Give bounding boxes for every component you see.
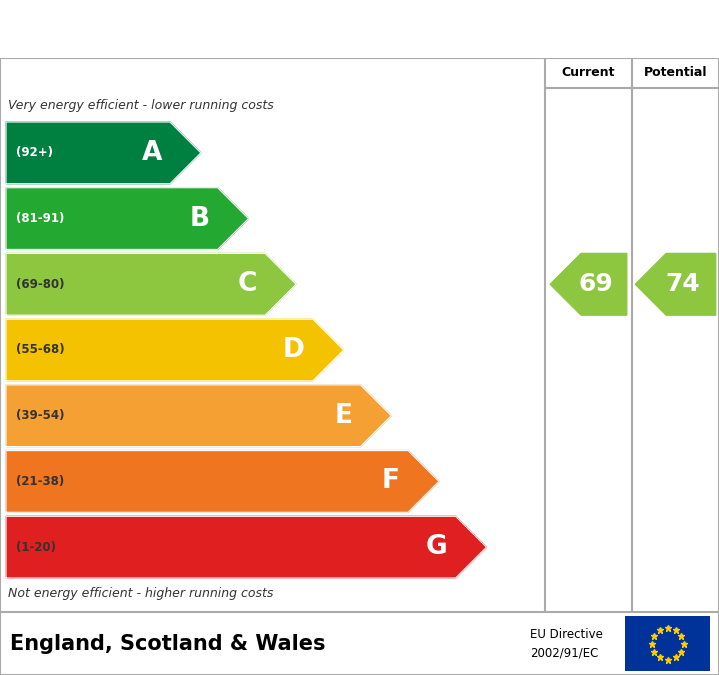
Text: (21-38): (21-38) xyxy=(16,475,64,488)
Text: F: F xyxy=(382,468,400,494)
Text: Very energy efficient - lower running costs: Very energy efficient - lower running co… xyxy=(8,99,274,113)
Text: EU Directive: EU Directive xyxy=(530,628,603,641)
Polygon shape xyxy=(6,385,391,447)
Text: England, Scotland & Wales: England, Scotland & Wales xyxy=(10,634,326,654)
Text: G: G xyxy=(426,534,448,560)
Polygon shape xyxy=(636,253,715,315)
Text: Not energy efficient - higher running costs: Not energy efficient - higher running co… xyxy=(8,587,273,601)
Polygon shape xyxy=(6,253,296,315)
Text: (1-20): (1-20) xyxy=(16,541,56,554)
Text: (69-80): (69-80) xyxy=(16,278,65,291)
Polygon shape xyxy=(6,516,487,578)
Polygon shape xyxy=(6,188,249,250)
Polygon shape xyxy=(6,451,439,512)
Bar xyxy=(625,616,710,671)
Text: B: B xyxy=(190,206,210,232)
Polygon shape xyxy=(550,253,627,315)
Text: Potential: Potential xyxy=(644,67,707,80)
Text: (81-91): (81-91) xyxy=(16,212,65,225)
Polygon shape xyxy=(6,319,344,381)
Text: Current: Current xyxy=(562,67,615,80)
Text: A: A xyxy=(142,140,162,166)
Text: (92+): (92+) xyxy=(16,146,53,159)
Text: D: D xyxy=(283,337,305,363)
Text: 69: 69 xyxy=(579,272,613,296)
Text: E: E xyxy=(334,403,352,429)
Text: C: C xyxy=(238,271,257,297)
Text: (55-68): (55-68) xyxy=(16,344,65,356)
Text: (39-54): (39-54) xyxy=(16,409,65,423)
Polygon shape xyxy=(6,122,201,184)
Text: 74: 74 xyxy=(666,272,700,296)
Text: 2002/91/EC: 2002/91/EC xyxy=(530,647,598,659)
Text: Energy Efficiency Rating: Energy Efficiency Rating xyxy=(11,14,431,43)
